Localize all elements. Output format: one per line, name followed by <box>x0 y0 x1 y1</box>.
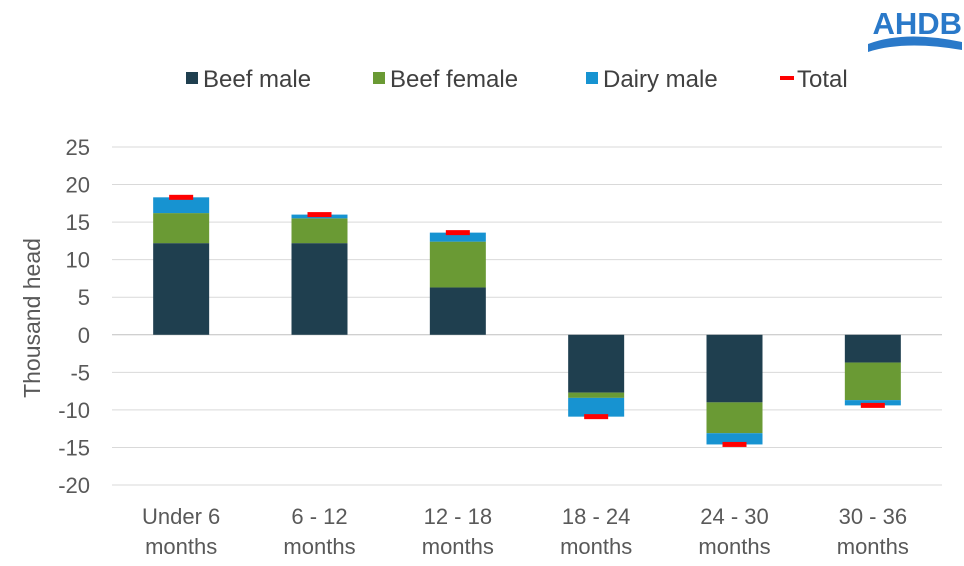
bar-beef-female <box>568 392 625 398</box>
bar-beef-male <box>429 287 486 335</box>
bar-beef-male <box>706 334 763 403</box>
logo-wave <box>868 36 962 52</box>
y-tick-label: 15 <box>66 210 90 235</box>
bar-beef-male <box>844 334 901 363</box>
y-tick-label: -10 <box>58 398 90 423</box>
bar-dairy-male <box>153 197 210 214</box>
total-marker <box>445 230 470 236</box>
legend: Beef male Beef female Dairy male Total <box>186 66 848 93</box>
ahdb-logo: AHDB <box>868 6 962 52</box>
bar-beef-female <box>153 213 210 244</box>
bar-beef-female <box>429 241 486 288</box>
legend-swatch <box>186 72 198 84</box>
bar-dairy-male <box>568 397 625 417</box>
y-tick-label: 25 <box>66 135 90 160</box>
logo-text: AHDB <box>872 6 962 41</box>
y-axis-ticks: 25 20 15 10 5 0 -5 -10 -15 -20 <box>58 135 90 498</box>
x-tick-label: 12 - 18 months <box>422 504 494 559</box>
y-tick-label: 10 <box>66 248 90 273</box>
total-marker <box>722 441 747 447</box>
bar-beef-male <box>153 243 210 335</box>
y-tick-label: 0 <box>78 323 90 348</box>
bar-dairy-male <box>429 232 486 242</box>
total-marker <box>307 212 332 218</box>
legend-label: Beef female <box>390 66 518 93</box>
y-tick-label: 20 <box>66 173 90 198</box>
total-marker <box>860 402 885 408</box>
y-tick-label: 5 <box>78 285 90 310</box>
bar-beef-female <box>291 218 348 244</box>
bar-beef-male <box>568 334 625 393</box>
bar-beef-male <box>291 243 348 335</box>
total-markers <box>169 194 885 447</box>
legend-swatch <box>780 76 794 80</box>
y-tick-label: -15 <box>58 435 90 460</box>
bar-beef-female <box>706 402 763 434</box>
x-tick-label: 30 - 36 months <box>837 504 909 559</box>
legend-label: Total <box>797 66 848 93</box>
bar-beef-female <box>844 362 901 401</box>
bar-dairy-male <box>844 400 901 406</box>
bars <box>153 197 901 445</box>
x-tick-label: 18 - 24 months <box>560 504 632 559</box>
y-tick-label: -20 <box>58 473 90 498</box>
total-marker <box>584 414 609 420</box>
gridlines <box>112 146 942 486</box>
total-marker <box>169 194 194 200</box>
bar-dairy-male <box>706 433 763 445</box>
legend-label: Dairy male <box>603 66 718 93</box>
legend-swatch <box>586 72 598 84</box>
x-axis-ticks: Under 6 months 6 - 12 months 12 - 18 months 18… <box>142 504 909 559</box>
y-tick-label: -5 <box>70 360 90 385</box>
y-axis-label: Thousand head <box>19 238 45 398</box>
legend-swatch <box>373 72 385 84</box>
x-tick-label: 6 - 12 months <box>283 504 355 559</box>
legend-label: Beef male <box>203 66 311 93</box>
x-tick-label: 24 - 30 months <box>698 504 770 559</box>
x-tick-label: Under 6 months <box>142 504 220 559</box>
